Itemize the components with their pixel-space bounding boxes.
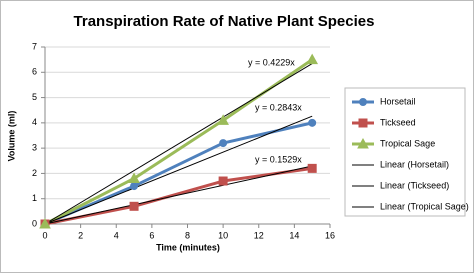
x-tick-label: 12	[254, 230, 264, 240]
marker	[359, 98, 367, 106]
series-line	[44, 166, 313, 226]
legend-label: Tickseed	[380, 117, 416, 127]
marker	[358, 118, 368, 128]
legend-label: Linear (Horsetail)	[380, 159, 449, 169]
y-tick-label: 4	[32, 117, 37, 127]
y-tick-label: 7	[32, 41, 37, 51]
marker	[306, 53, 319, 65]
marker	[130, 182, 139, 191]
x-tick-label: 14	[289, 230, 299, 240]
trendline-label: y = 0.1529x	[255, 154, 302, 164]
x-tick-label: 4	[114, 230, 119, 240]
marker	[219, 139, 228, 148]
x-axis-title: Time (minutes)	[156, 242, 220, 252]
trendline	[44, 63, 313, 225]
y-tick-label: 5	[32, 92, 37, 102]
legend-label: Tropical Sage	[380, 138, 435, 148]
legend-label: Linear (Tickseed)	[380, 180, 449, 190]
y-tick-label: 0	[32, 218, 37, 228]
legend-label: Linear (Tropical Sage)	[380, 201, 469, 211]
chart-title: Transpiration Rate of Native Plant Speci…	[74, 13, 375, 30]
x-tick-label: 2	[78, 230, 83, 240]
x-tick-label: 16	[325, 230, 335, 240]
marker	[39, 217, 51, 229]
series-line	[44, 121, 313, 226]
x-tick-label: 0	[42, 230, 47, 240]
marker	[129, 201, 139, 211]
legend-label: Horsetail	[380, 96, 416, 106]
y-tick-label: 2	[32, 168, 37, 178]
trendline-label: y = 0.2843x	[255, 102, 302, 112]
y-tick-label: 1	[32, 193, 37, 203]
y-tick-label: 3	[32, 143, 37, 153]
y-axis-title: Volume (ml)	[6, 111, 16, 162]
x-tick-label: 8	[185, 230, 190, 240]
y-tick-label: 6	[32, 67, 37, 77]
marker	[218, 176, 228, 186]
trendline	[44, 165, 313, 225]
x-tick-label: 6	[149, 230, 154, 240]
trendline	[44, 115, 313, 225]
marker	[307, 163, 317, 173]
trendline-label: y = 0.4229x	[248, 57, 295, 67]
marker	[357, 137, 369, 149]
marker	[308, 118, 317, 127]
x-tick-label: 10	[218, 230, 228, 240]
marker	[217, 114, 229, 125]
legend-box	[344, 87, 466, 217]
marker	[128, 172, 140, 183]
